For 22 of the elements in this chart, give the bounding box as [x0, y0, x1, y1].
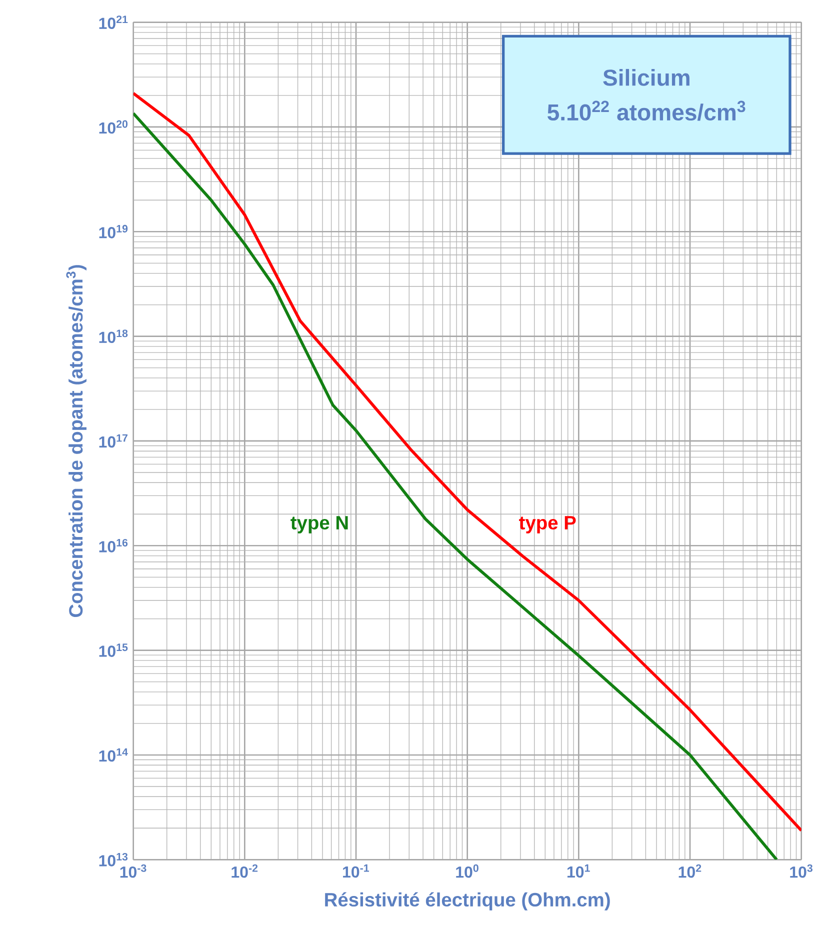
- x-tick-label: 10$^{3}$: [790, 864, 812, 878]
- text: type N: [290, 516, 348, 534]
- x-tick-label: 10$^{2}$: [678, 864, 702, 878]
- y-tick-label: 10$^{15}$: [99, 644, 128, 657]
- x-tick-label: 10$^{0}$: [456, 864, 478, 878]
- y-tick-label: 10$^{14}$: [99, 748, 128, 762]
- y-axis-title: Concentration de dopant (atomes/cm$^{3}$): [66, 265, 86, 618]
- y-tick-label: 10$^{20}$: [99, 120, 128, 134]
- y-tick-label: 10$^{21}$: [99, 16, 128, 29]
- y-tick-label: 10$^{19}$: [99, 224, 128, 238]
- y-tick-label: 10$^{18}$: [99, 330, 128, 343]
- x-axis-title: Résistivité électrique (Ohm.cm): [325, 892, 610, 910]
- y-tick-label: 10$^{13}$: [99, 852, 128, 866]
- text: 5.10$^{22}$ atomes/cm$^{3}$: [548, 100, 746, 121]
- y-tick-label: 10$^{16}$: [99, 538, 128, 552]
- text: Silicium: [603, 68, 690, 86]
- y-tick-label: 10$^{17}$: [99, 434, 128, 448]
- series-label: type P: [519, 516, 576, 534]
- x-tick-label: 10$^{1}$: [567, 864, 590, 878]
- x-tick-label: 10$^{-1}$: [343, 864, 369, 878]
- x-tick-label: 10$^{-3}$: [120, 864, 146, 878]
- x-tick-label: 10$^{-2}$: [232, 864, 258, 878]
